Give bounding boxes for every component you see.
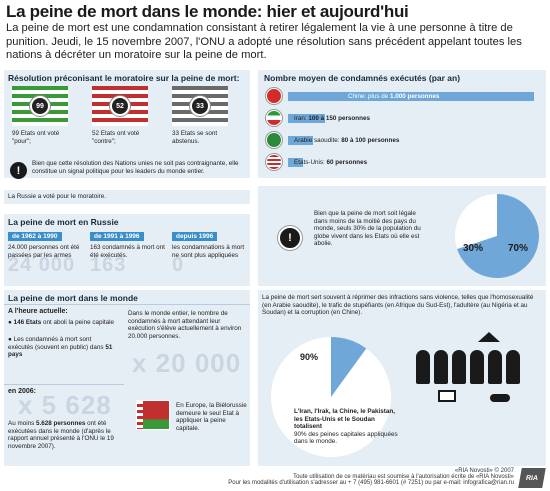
execution-label: Chine: plus de 1.000 personnes [348, 93, 439, 100]
now-item-2-bold: 51 pays [8, 343, 113, 359]
russia-bignum: 163 [90, 254, 127, 276]
execution-bar [288, 92, 534, 101]
pct-ninety: 90% [300, 352, 319, 362]
bullet: ● [8, 319, 14, 326]
execution-value: 80 à 100 personnes [341, 137, 400, 144]
pct-legal: 70% [508, 243, 529, 254]
execution-country: Arabie saoudite: [294, 137, 342, 144]
footer-line1: Toute utilisation de ce matériau est sou… [293, 474, 514, 480]
footer-line2: Pour les modalités d'utilisation s'adres… [228, 480, 514, 486]
execution-value: 100 à 150 personnes [308, 115, 370, 122]
bullet: ● [8, 336, 14, 343]
page-title: La peine de mort dans le monde: hier et … [6, 2, 409, 21]
y2006-post: ont été exécutées dans le monde (d'après… [8, 420, 114, 450]
russia-panel: La peine de mort en Russie 24 000 de 1962… [4, 214, 250, 286]
vote-text: 99 Etats ont voté "pour"; [12, 130, 60, 145]
waiting-big: x 20 000 [132, 348, 242, 378]
usa-flag-icon [266, 154, 282, 170]
y2006-big: x 5 628 [18, 390, 112, 420]
now-item-2: ● Les condamnés à mort sont exécutés (so… [8, 336, 118, 359]
russia-vote-text: La Russie a voté pour le moratoire. [8, 193, 107, 200]
now-item-1-text: ont aboli la peine capitale [41, 319, 115, 326]
crimes-countries: L'Iran, l'Irak, la Chine, le Pakistan, l… [294, 408, 398, 446]
resolution-title: Résolution préconisant le moratoire sur … [8, 73, 240, 83]
pill-icon [490, 394, 510, 402]
now-item-2-text: Les condamnés à mort sont exécutés (souv… [8, 336, 106, 351]
execution-bar [288, 158, 303, 167]
executions-title: Nombre moyen de condamnés exécutés (par … [264, 73, 461, 83]
world-title: La peine de mort dans le monde [8, 293, 138, 303]
execution-value: 1.000 personnes [390, 93, 440, 100]
russia-period-badge: depuis 1996 [172, 232, 218, 241]
ria-logo-text: RIA [525, 474, 539, 482]
execution-value: 60 personnes [326, 159, 368, 166]
belarus-flag-icon [136, 400, 170, 430]
russia-period-text: 163 condamnés à mort ont été exécutés. [90, 244, 165, 259]
legal-text: Bien que la peine de mort soit légale da… [314, 210, 421, 248]
execution-country: Etats-Unis: [294, 159, 327, 166]
executions-panel: Nombre moyen de condamnés exécutés (par … [258, 70, 546, 178]
russia-title: La peine de mort en Russie [8, 217, 119, 227]
warning-icon: ! [278, 226, 302, 250]
divider [4, 384, 124, 385]
warning-icon: ! [10, 162, 27, 179]
resolution-note: Bien que cette résolution des Nations un… [32, 160, 239, 175]
ria-logo: RIA [518, 468, 546, 488]
resolution-panel: Résolution préconisant le moratoire sur … [4, 70, 250, 179]
vote-text: 33 Etats se sont abstenus. [172, 130, 218, 145]
world-globe [271, 337, 391, 457]
russia-period-text: les condamnations à mort ne sont plus ap… [172, 244, 245, 259]
russia-period-badge: de 1962 à 1990 [8, 232, 62, 241]
population-pie [455, 194, 539, 278]
russia-period-badge: de 1991 à 1996 [90, 232, 144, 241]
execution-country: Iran: [294, 115, 309, 122]
execution-label: Arabie saoudite: 80 à 100 personnes [294, 137, 399, 144]
execution-bar [288, 136, 313, 145]
belarus-text: En Europe, la Biélorussie demeure le seu… [176, 402, 247, 432]
divider [4, 304, 250, 305]
vote-count-badge: 52 [110, 96, 130, 116]
iran-flag-icon [266, 110, 282, 126]
y2006-text: Au moins 5.628 personnes ont été exécuté… [8, 420, 122, 450]
crimes-countries-text: 90% des peines capitales appliquées dans… [294, 430, 398, 446]
pct-abolished: 30% [463, 243, 484, 254]
now-item-1: ● 146 Etats ont aboli la peine capitale [8, 319, 118, 327]
russia-bignum: 24 000 [8, 254, 76, 276]
globe-slice-rest [331, 337, 367, 397]
crimes-countries-bold: L'Iran, l'Irak, la Chine, le Pakistan, l… [294, 408, 395, 431]
russia-period-text: 24.000 personnes ont été passées par les… [8, 244, 80, 259]
y2006-title: en 2006: [8, 388, 37, 395]
execution-bar [288, 114, 325, 123]
now-item-1-bold: 146 Etats [13, 319, 42, 326]
vote-count-badge: 33 [190, 96, 210, 116]
envelope-icon [438, 390, 456, 402]
china-flag-icon [266, 88, 282, 104]
crimes-text: La peine de mort sert souvent à réprimer… [262, 294, 534, 317]
world-panel: La peine de mort dans le monde A l'heure… [4, 290, 250, 466]
vote-text: 52 Etats ont voté "contre"; [92, 130, 140, 145]
now-title: A l'heure actuelle: [8, 308, 68, 315]
execution-country: Chine: plus de [348, 93, 391, 100]
pie-slice-abolished [457, 194, 539, 278]
footer-copyright: «RIA Novosti» © 2007 [454, 468, 514, 474]
execution-label: Iran: 100 à 150 personnes [294, 115, 370, 122]
y2006-pre: Au moins [8, 420, 36, 427]
execution-label: Etats-Unis: 60 personnes [294, 159, 367, 166]
russia-bignum: 0 [172, 254, 185, 276]
crimes-panel: La peine de mort sert souvent à réprimer… [258, 290, 546, 466]
legal-panel: ! Bien que la peine de mort soit légale … [258, 186, 546, 286]
people-icon [416, 344, 540, 384]
russia-vote: La Russie a voté pour le moratoire. [4, 190, 250, 204]
y2006-bold: 5.628 personnes [36, 420, 86, 427]
vote-count-badge: 99 [30, 96, 50, 116]
building-icon [478, 330, 500, 342]
intro-text: La peine de mort est une condamnation co… [6, 22, 522, 62]
waiting-text: Dans le monde entier, le nombre de conda… [128, 310, 242, 340]
saudi-flag-icon [266, 132, 282, 148]
footer: «RIA Novosti» © 2007 Toute utilisation d… [100, 468, 514, 486]
